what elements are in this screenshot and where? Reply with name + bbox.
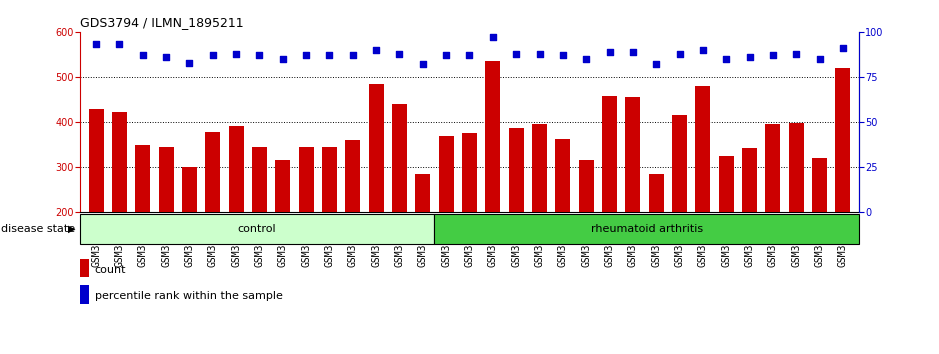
Bar (275, 160, 290, 303)
Bar (415, 174, 430, 303)
Bar (672, 115, 687, 303)
Point (696, 47, 711, 53)
Point (159, 54, 174, 60)
Text: rheumatoid arthritis: rheumatoid arthritis (591, 224, 702, 234)
Bar (649, 174, 664, 303)
Point (672, 51, 687, 56)
Point (112, 42, 127, 47)
Bar (625, 97, 640, 303)
Point (718, 56, 733, 62)
Text: GDS3794 / ILMN_1895211: GDS3794 / ILMN_1895211 (80, 16, 243, 29)
Bar (439, 136, 454, 303)
Bar (718, 156, 733, 303)
Point (322, 52, 337, 58)
Point (439, 52, 454, 58)
Point (789, 51, 804, 56)
Point (836, 45, 851, 51)
Bar (228, 126, 244, 303)
Bar (80, 258, 89, 277)
Bar (369, 84, 384, 303)
Bar (392, 104, 408, 303)
Point (346, 52, 361, 58)
Point (509, 51, 524, 56)
Point (88, 42, 103, 47)
Point (299, 52, 314, 58)
Bar (135, 145, 150, 303)
Bar (112, 112, 127, 303)
Bar (159, 147, 174, 303)
Bar (836, 68, 851, 303)
Point (532, 51, 547, 56)
Bar (322, 147, 337, 303)
Bar (695, 86, 711, 303)
Bar (182, 167, 197, 303)
Bar (346, 140, 361, 303)
Point (578, 56, 593, 62)
Point (462, 52, 477, 58)
Bar (299, 147, 314, 303)
Point (765, 52, 780, 58)
Bar (812, 158, 827, 303)
Bar (555, 139, 570, 303)
Text: count: count (95, 265, 127, 275)
Text: disease state: disease state (1, 224, 75, 234)
Bar (485, 61, 500, 303)
Bar (742, 148, 757, 303)
Bar (578, 160, 593, 303)
Point (485, 34, 500, 40)
Point (742, 54, 757, 60)
Bar (80, 214, 434, 244)
Bar (434, 214, 859, 244)
Point (182, 60, 197, 65)
Bar (80, 285, 89, 304)
Bar (509, 127, 524, 303)
Point (649, 62, 664, 67)
Point (812, 56, 827, 62)
Point (275, 56, 290, 62)
Point (555, 52, 570, 58)
Point (252, 52, 267, 58)
Bar (462, 133, 477, 303)
Bar (206, 132, 221, 303)
Point (228, 51, 243, 56)
Bar (252, 147, 267, 303)
Point (415, 62, 430, 67)
Text: ▶: ▶ (68, 224, 75, 234)
Text: percentile rank within the sample: percentile rank within the sample (95, 291, 283, 301)
Point (625, 49, 640, 55)
Bar (602, 96, 617, 303)
Point (602, 49, 617, 55)
Text: control: control (238, 224, 276, 234)
Bar (789, 123, 804, 303)
Point (135, 52, 150, 58)
Bar (531, 124, 547, 303)
Point (392, 51, 407, 56)
Point (369, 47, 384, 53)
Point (206, 52, 221, 58)
Bar (88, 109, 103, 303)
Bar (765, 124, 780, 303)
